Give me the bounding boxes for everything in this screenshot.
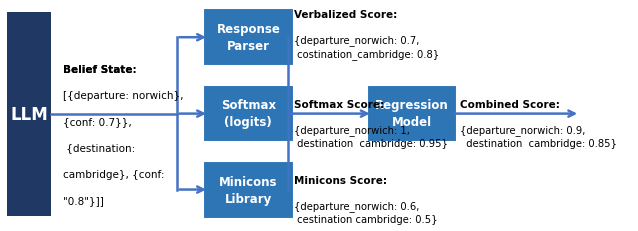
FancyBboxPatch shape [367,85,457,143]
Text: {departure_norwich: 1,
 destination  cambridge: 0.95}: {departure_norwich: 1, destination cambr… [293,125,448,148]
Text: Softmax
(logits): Softmax (logits) [221,99,276,129]
Text: "0.8"}]]: "0.8"}]] [63,195,103,205]
FancyBboxPatch shape [203,161,293,219]
Text: Response
Parser: Response Parser [216,23,280,53]
Text: LLM: LLM [10,106,48,124]
Text: {departure_norwich: 0.9,
  destination  cambridge: 0.85}: {departure_norwich: 0.9, destination cam… [460,125,617,148]
Text: Softmax Score:: Softmax Score: [293,100,384,110]
Text: Regression
Model: Regression Model [375,99,449,129]
FancyBboxPatch shape [203,9,293,67]
Text: Verbalized Score:: Verbalized Score: [293,10,397,20]
Text: {conf: 0.7}},: {conf: 0.7}}, [63,117,131,127]
Text: Combined Score:: Combined Score: [460,100,560,110]
Text: Belief State:
[{departure: norwich},
{conf: 0.7}},
 {destination:
cambridge}, {c: Belief State: [{departure: norwich}, {co… [63,65,183,132]
FancyBboxPatch shape [203,85,293,143]
Text: Minicons
Library: Minicons Library [219,175,278,205]
Text: {departure_norwich: 0.6,
 cestination cambridge: 0.5}: {departure_norwich: 0.6, cestination cam… [293,201,437,224]
Text: Minicons Score:: Minicons Score: [293,176,387,186]
Text: {destination:: {destination: [63,143,135,153]
Text: Belief State:: Belief State: [63,65,137,75]
Text: Belief State: Belief State [63,65,132,75]
Text: cambridge}, {conf:: cambridge}, {conf: [63,169,164,179]
FancyBboxPatch shape [7,13,51,216]
Text: [{departure: norwich},: [{departure: norwich}, [63,91,183,101]
Text: {departure_norwich: 0.7,
 costination_cambridge: 0.8}: {departure_norwich: 0.7, costination_cam… [293,35,439,59]
